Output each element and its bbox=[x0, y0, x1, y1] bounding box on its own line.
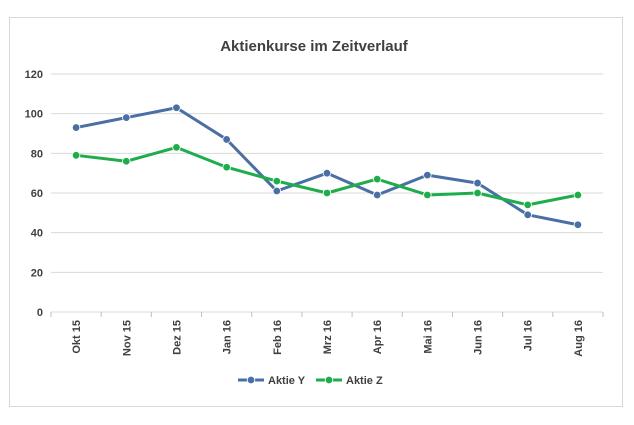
y-tick-label: 20 bbox=[31, 267, 43, 279]
data-point bbox=[172, 103, 181, 112]
legend-marker bbox=[246, 375, 256, 385]
x-tick-label: Okt 15 bbox=[71, 320, 83, 354]
data-point bbox=[423, 170, 432, 180]
x-tick-label: Nov 15 bbox=[121, 320, 133, 356]
data-point bbox=[122, 113, 131, 122]
data-point bbox=[423, 190, 432, 200]
x-tick-label: Mai 16 bbox=[422, 320, 434, 354]
data-point bbox=[573, 220, 583, 229]
legend-label: Aktie Y bbox=[268, 375, 306, 387]
data-point bbox=[573, 190, 583, 200]
data-point bbox=[222, 135, 231, 144]
x-tick-label: Jun 16 bbox=[473, 320, 485, 355]
x-axis-ticks: Okt 15 Nov 15 Dez 15 Jan 16 Feb 16 Mrz 16 Apr … bbox=[50, 312, 604, 357]
data-point bbox=[473, 188, 482, 198]
series-aktie-z bbox=[71, 143, 583, 210]
x-tick-label: Apr 16 bbox=[372, 320, 384, 354]
data-point bbox=[172, 143, 181, 152]
chart-frame: Aktienkurse im Zeitverlauf 0 20 40 60 80 100 1… bbox=[9, 17, 623, 407]
x-tick-label: Jul 16 bbox=[523, 320, 535, 351]
x-tick-label: Aug 16 bbox=[573, 320, 585, 357]
data-point bbox=[322, 188, 332, 198]
y-tick-label: 120 bbox=[25, 69, 43, 81]
data-point bbox=[222, 163, 231, 172]
x-tick-label: Feb 16 bbox=[272, 320, 284, 355]
y-tick-label: 100 bbox=[25, 109, 43, 121]
data-point bbox=[372, 190, 382, 200]
data-point bbox=[322, 168, 332, 178]
data-point bbox=[372, 174, 382, 184]
line-chart: Aktienkurse im Zeitverlauf 0 20 40 60 80 100 1… bbox=[25, 38, 604, 387]
data-point bbox=[523, 210, 532, 220]
y-tick-label: 60 bbox=[31, 188, 43, 200]
y-tick-label: 40 bbox=[31, 228, 43, 240]
legend: Aktie Y Aktie Z bbox=[238, 375, 383, 387]
y-tick-label: 80 bbox=[31, 148, 43, 160]
data-point bbox=[473, 178, 482, 188]
data-point bbox=[523, 200, 532, 210]
series-line bbox=[74, 106, 580, 227]
y-axis-ticks: 0 20 40 60 80 100 120 bbox=[25, 69, 43, 319]
legend-item-aktie-z: Aktie Z bbox=[316, 375, 383, 387]
data-point bbox=[272, 186, 282, 196]
data-point bbox=[272, 176, 282, 186]
x-tick-label: Dez 15 bbox=[171, 320, 183, 355]
chart-title: Aktienkurse im Zeitverlauf bbox=[220, 38, 409, 55]
x-tick-label: Mrz 16 bbox=[322, 320, 334, 354]
data-point bbox=[122, 157, 131, 166]
x-tick-label: Jan 16 bbox=[222, 320, 234, 354]
legend-label: Aktie Z bbox=[346, 375, 383, 387]
y-tick-label: 0 bbox=[37, 307, 43, 319]
data-point bbox=[71, 151, 81, 160]
legend-item-aktie-y: Aktie Y bbox=[238, 375, 306, 387]
data-point bbox=[71, 123, 81, 132]
legend-marker bbox=[324, 375, 334, 385]
series-aktie-y bbox=[71, 103, 583, 229]
series-group bbox=[71, 103, 583, 229]
